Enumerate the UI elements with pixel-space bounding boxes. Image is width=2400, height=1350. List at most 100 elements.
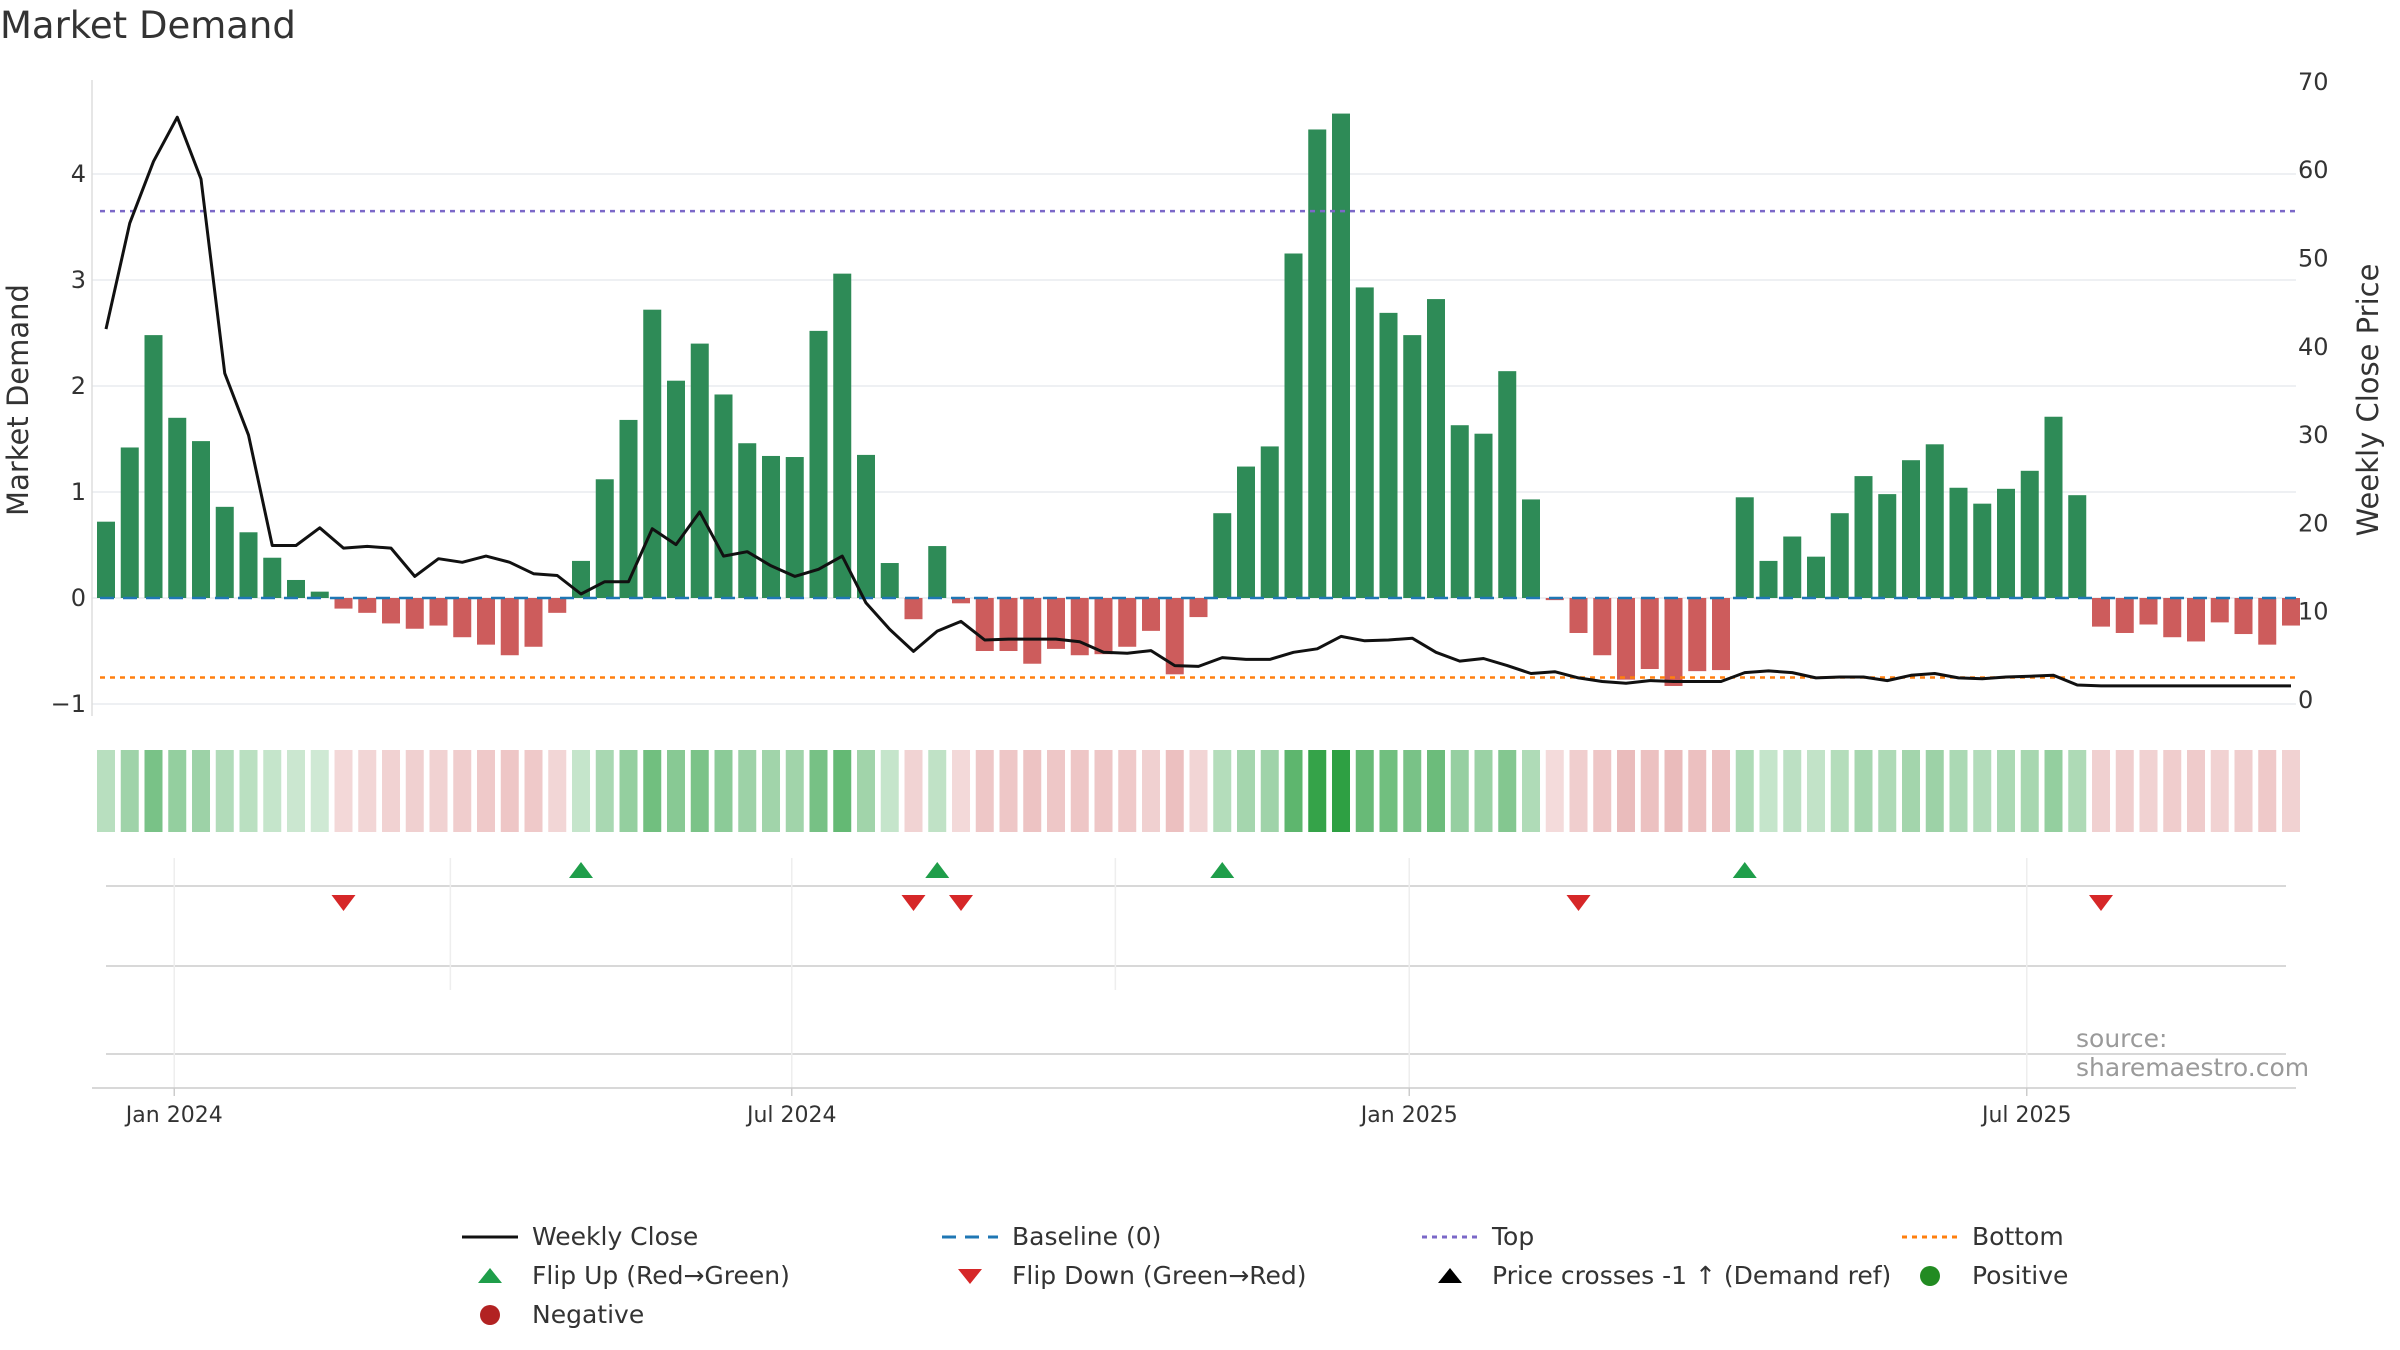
positive-bar [595, 479, 614, 598]
heat-cell [1237, 750, 1255, 832]
heat-cell [263, 750, 282, 832]
positive-bar [1213, 513, 1232, 598]
positive-bar [1237, 466, 1255, 598]
heat-cell [643, 750, 662, 832]
positive-bar [738, 443, 757, 598]
heat-cell [833, 750, 852, 832]
heat-cell [2234, 750, 2253, 832]
heat-cell [572, 750, 590, 832]
heat-cell [192, 750, 210, 832]
heat-cell [1165, 750, 1184, 832]
heat-cell [1997, 750, 2015, 832]
heat-cell [1759, 750, 1778, 832]
heat-cell [1545, 750, 1564, 832]
positive-bar [1355, 287, 1374, 598]
negative-bar [1712, 598, 1730, 671]
positive-bar [2020, 470, 2039, 598]
heat-cell [667, 750, 685, 832]
left-tick-label: 3 [71, 266, 86, 294]
chart-title: Market Demand [0, 4, 296, 47]
heat-cell [2258, 750, 2277, 832]
positive-bar [809, 330, 828, 598]
positive-bar [619, 419, 638, 598]
heat-cell [928, 750, 947, 832]
heat-cell [1260, 750, 1279, 832]
heat-cell [120, 750, 139, 832]
heat-cell [1450, 750, 1469, 832]
negative-bar [2282, 598, 2300, 626]
positive-bar [1332, 113, 1350, 598]
negative-bar [1593, 598, 1612, 656]
positive-bar [833, 273, 852, 598]
heat-cell [857, 750, 875, 832]
negative-bar [1165, 598, 1184, 675]
positive-bar [2068, 495, 2087, 598]
heat-cell [1664, 750, 1683, 832]
positive-bar [215, 506, 234, 598]
heat-cell [2163, 750, 2182, 832]
positive-bar [690, 343, 709, 598]
heat-cell [1807, 750, 1825, 832]
right-tick-label: 50 [2298, 245, 2329, 273]
positive-bar [1522, 499, 1540, 598]
flip-down-marker [949, 895, 973, 911]
negative-bar [1640, 598, 1659, 670]
heat-cell [287, 750, 305, 832]
positive-bar [1997, 488, 2015, 598]
heat-cell [999, 750, 1018, 832]
heat-cell [1094, 750, 1113, 832]
heat-cell [619, 750, 638, 832]
flip-up-marker [925, 862, 950, 878]
flip-markers [106, 858, 2286, 1090]
heat-cell [1023, 750, 1042, 832]
positive-bar [239, 532, 258, 598]
heat-cell [1949, 750, 1968, 832]
negative-bar [429, 598, 448, 626]
negative-bar [1664, 598, 1683, 686]
positive-bar [1450, 425, 1469, 598]
heat-cell [239, 750, 258, 832]
heat-cell [310, 750, 329, 832]
x-axis: Jan 2024 Jul 2024 Jan 2025 Jul 2025 [92, 1087, 2296, 1128]
positive-bar [1427, 299, 1445, 598]
source-credit: source: sharemaestro.com [2076, 1024, 2310, 1082]
price-line-layer [104, 115, 2291, 688]
negative-bar [524, 598, 543, 647]
negative-bar [1189, 598, 1208, 618]
heat-cell [334, 750, 353, 832]
heat-cell [1640, 750, 1659, 832]
negative-bar [1118, 598, 1137, 647]
heat-cell [1118, 750, 1137, 832]
positive-bar [263, 557, 282, 598]
positive-bar [144, 335, 163, 598]
heat-cell [1617, 750, 1635, 832]
heat-cell [1213, 750, 1232, 832]
heat-cell [762, 750, 780, 832]
negative-bar [1142, 598, 1160, 631]
negative-bar [334, 598, 353, 609]
heat-cell [690, 750, 709, 832]
positive-bar [1807, 556, 1825, 598]
heat-cell [2115, 750, 2134, 832]
heat-cell [809, 750, 828, 832]
positive-bar [2044, 416, 2063, 598]
negative-bar [1688, 598, 1707, 672]
negative-bar [1047, 598, 1065, 649]
heat-cell [1688, 750, 1707, 832]
negative-bar [453, 598, 472, 638]
heat-cell [429, 750, 448, 832]
positive-bar [1783, 536, 1802, 598]
flip-down-marker [901, 895, 926, 911]
left-tick-label: 0 [71, 584, 86, 612]
heat-cell [2092, 750, 2110, 832]
negative-bar [405, 598, 424, 629]
positive-bar [928, 546, 947, 598]
positive-bar [1925, 444, 1944, 598]
positive-bar [1830, 513, 1849, 598]
heat-cell [2282, 750, 2300, 832]
heat-cell [2187, 750, 2205, 832]
negative-bar [1094, 598, 1113, 655]
heat-cell [477, 750, 495, 832]
negative-bar [1070, 598, 1089, 656]
heat-cell [1427, 750, 1445, 832]
